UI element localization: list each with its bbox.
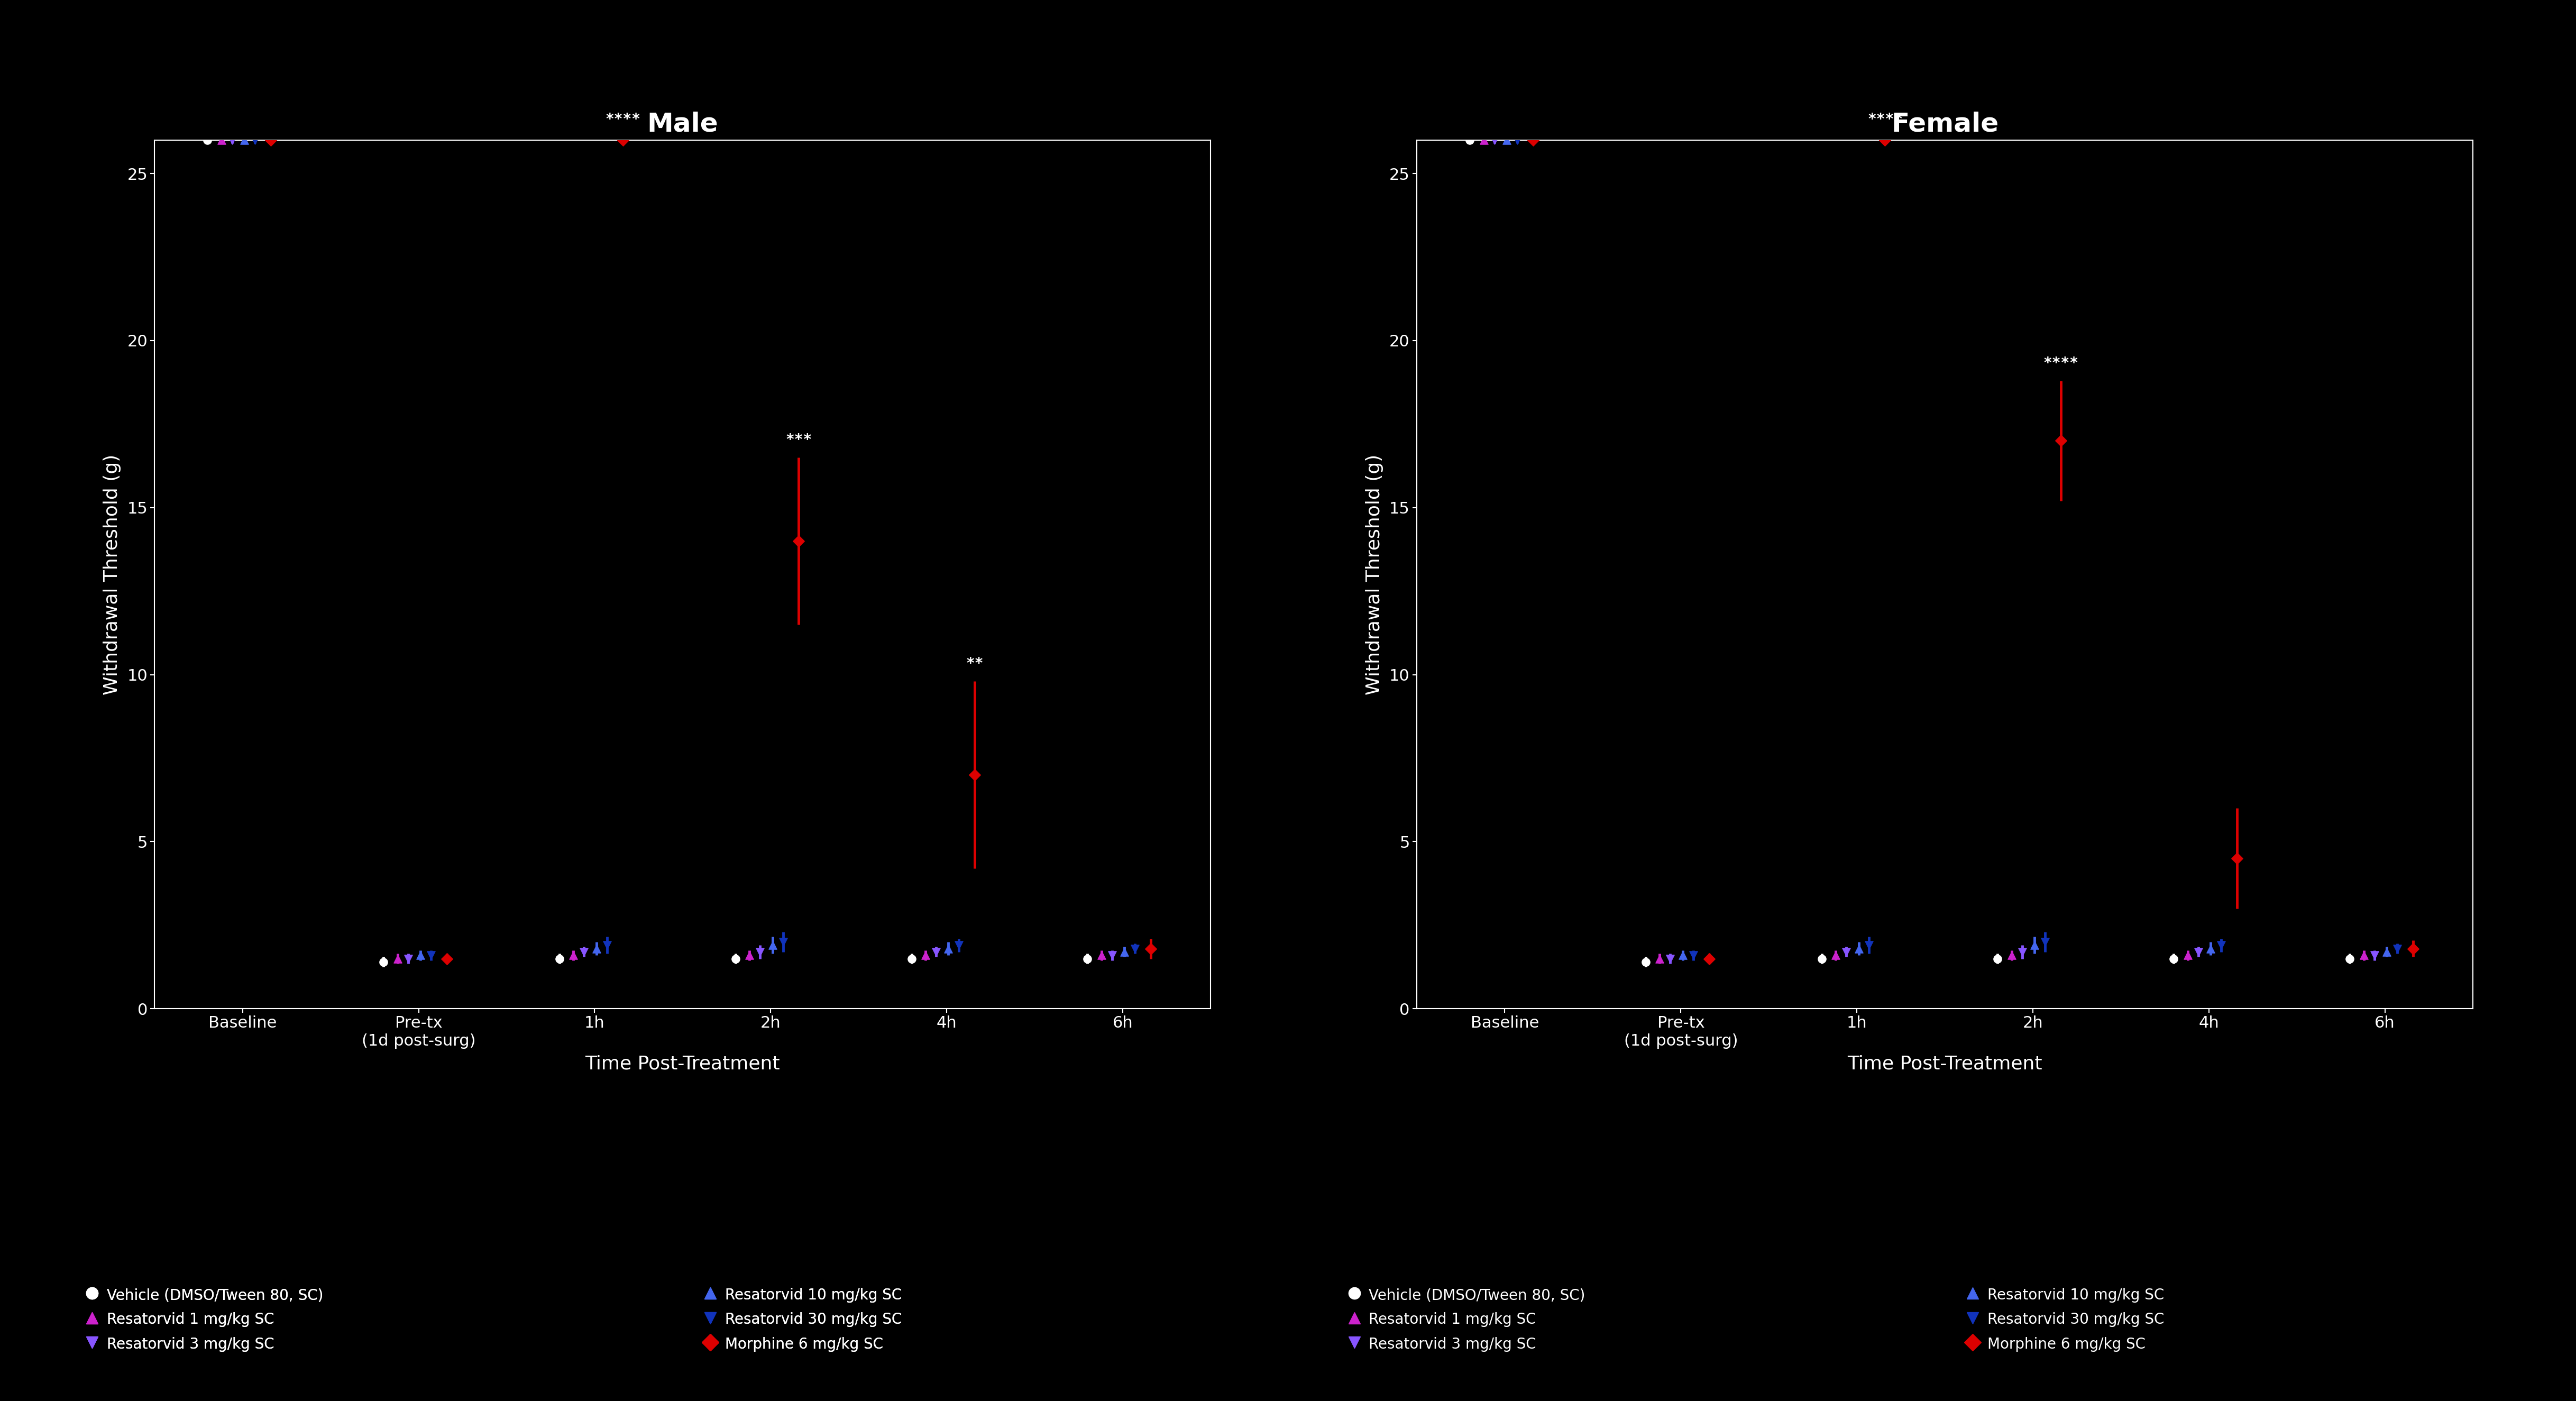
Point	[1801, 947, 1842, 969]
Point	[2166, 944, 2208, 967]
Point	[376, 947, 417, 969]
Point	[1839, 937, 1880, 960]
Point	[234, 129, 276, 151]
Point	[587, 934, 629, 957]
X-axis label: Time Post-Treatment: Time Post-Treatment	[1847, 1055, 2043, 1073]
Point	[603, 129, 644, 151]
Point	[2002, 940, 2043, 962]
Point	[2378, 937, 2419, 960]
Point	[762, 930, 804, 953]
Point	[577, 937, 618, 960]
Text: ***: ***	[786, 433, 811, 447]
Point	[224, 129, 265, 151]
Y-axis label: Withdrawal Threshold (g): Withdrawal Threshold (g)	[103, 454, 121, 695]
Point	[2177, 940, 2218, 962]
Point	[2025, 930, 2066, 953]
Point	[538, 947, 580, 969]
Point	[1662, 944, 1703, 967]
Point	[211, 129, 252, 151]
Title: Male: Male	[647, 111, 719, 136]
Point	[1816, 944, 1857, 967]
Point	[2215, 848, 2257, 870]
Text: ****: ****	[1868, 112, 1904, 126]
Point	[2200, 934, 2241, 957]
Point	[1976, 947, 2017, 969]
Point	[425, 947, 466, 969]
Point	[1105, 940, 1146, 962]
Point	[2344, 944, 2385, 967]
Point	[554, 944, 595, 967]
Point	[752, 934, 793, 957]
Point	[2190, 937, 2231, 960]
Point	[363, 951, 404, 974]
Point	[1672, 944, 1713, 967]
Legend: Resatorvid 10 mg/kg SC, Resatorvid 30 mg/kg SC, Morphine 6 mg/kg SC: Resatorvid 10 mg/kg SC, Resatorvid 30 mg…	[1965, 1288, 2164, 1352]
Point	[1865, 129, 1906, 151]
Point	[386, 947, 428, 969]
Point	[2014, 934, 2056, 957]
Point	[2329, 947, 2370, 969]
Text: ****: ****	[605, 112, 641, 126]
Point	[927, 937, 969, 960]
Point	[714, 947, 755, 969]
Legend: Vehicle (DMSO/Tween 80, SC), Resatorvid 1 mg/kg SC, Resatorvid 3 mg/kg SC: Vehicle (DMSO/Tween 80, SC), Resatorvid …	[1347, 1288, 1584, 1352]
Point	[2354, 944, 2396, 967]
Point	[2154, 947, 2195, 969]
Legend: Resatorvid 10 mg/kg SC, Resatorvid 30 mg/kg SC, Morphine 6 mg/kg SC: Resatorvid 10 mg/kg SC, Resatorvid 30 mg…	[703, 1288, 902, 1352]
Text: **: **	[966, 657, 984, 671]
Point	[410, 944, 451, 967]
Point	[904, 944, 945, 967]
Point	[729, 944, 770, 967]
Point	[1512, 129, 1553, 151]
Point	[1463, 129, 1504, 151]
Point	[891, 947, 933, 969]
Point	[1497, 129, 1538, 151]
Point	[1473, 129, 1515, 151]
Point	[1625, 951, 1667, 974]
Point	[1649, 947, 1690, 969]
Point	[1115, 937, 1157, 960]
Point	[1687, 947, 1728, 969]
Point	[1826, 940, 1868, 962]
Point	[1638, 947, 1680, 969]
Point	[201, 129, 242, 151]
Text: ****: ****	[2043, 356, 2079, 371]
Y-axis label: Withdrawal Threshold (g): Withdrawal Threshold (g)	[1365, 454, 1383, 695]
Point	[914, 940, 956, 962]
Point	[739, 940, 781, 962]
Point	[2040, 430, 2081, 453]
Title: Female: Female	[1891, 111, 1999, 136]
Point	[2393, 937, 2434, 960]
Point	[1082, 944, 1123, 967]
Point	[1486, 129, 1528, 151]
Point	[1850, 934, 1891, 957]
Point	[1448, 129, 1489, 151]
Point	[2367, 940, 2409, 962]
Point	[1131, 937, 1172, 960]
Point	[1092, 944, 1133, 967]
Legend: Vehicle (DMSO/Tween 80, SC), Resatorvid 1 mg/kg SC, Resatorvid 3 mg/kg SC: Vehicle (DMSO/Tween 80, SC), Resatorvid …	[85, 1288, 322, 1352]
Point	[778, 530, 819, 552]
Point	[938, 934, 979, 957]
Point	[185, 129, 227, 151]
Point	[250, 129, 291, 151]
Point	[953, 764, 994, 786]
Point	[564, 940, 605, 962]
X-axis label: Time Post-Treatment: Time Post-Treatment	[585, 1055, 781, 1073]
Point	[1991, 944, 2032, 967]
Point	[1066, 947, 1108, 969]
Point	[399, 944, 440, 967]
